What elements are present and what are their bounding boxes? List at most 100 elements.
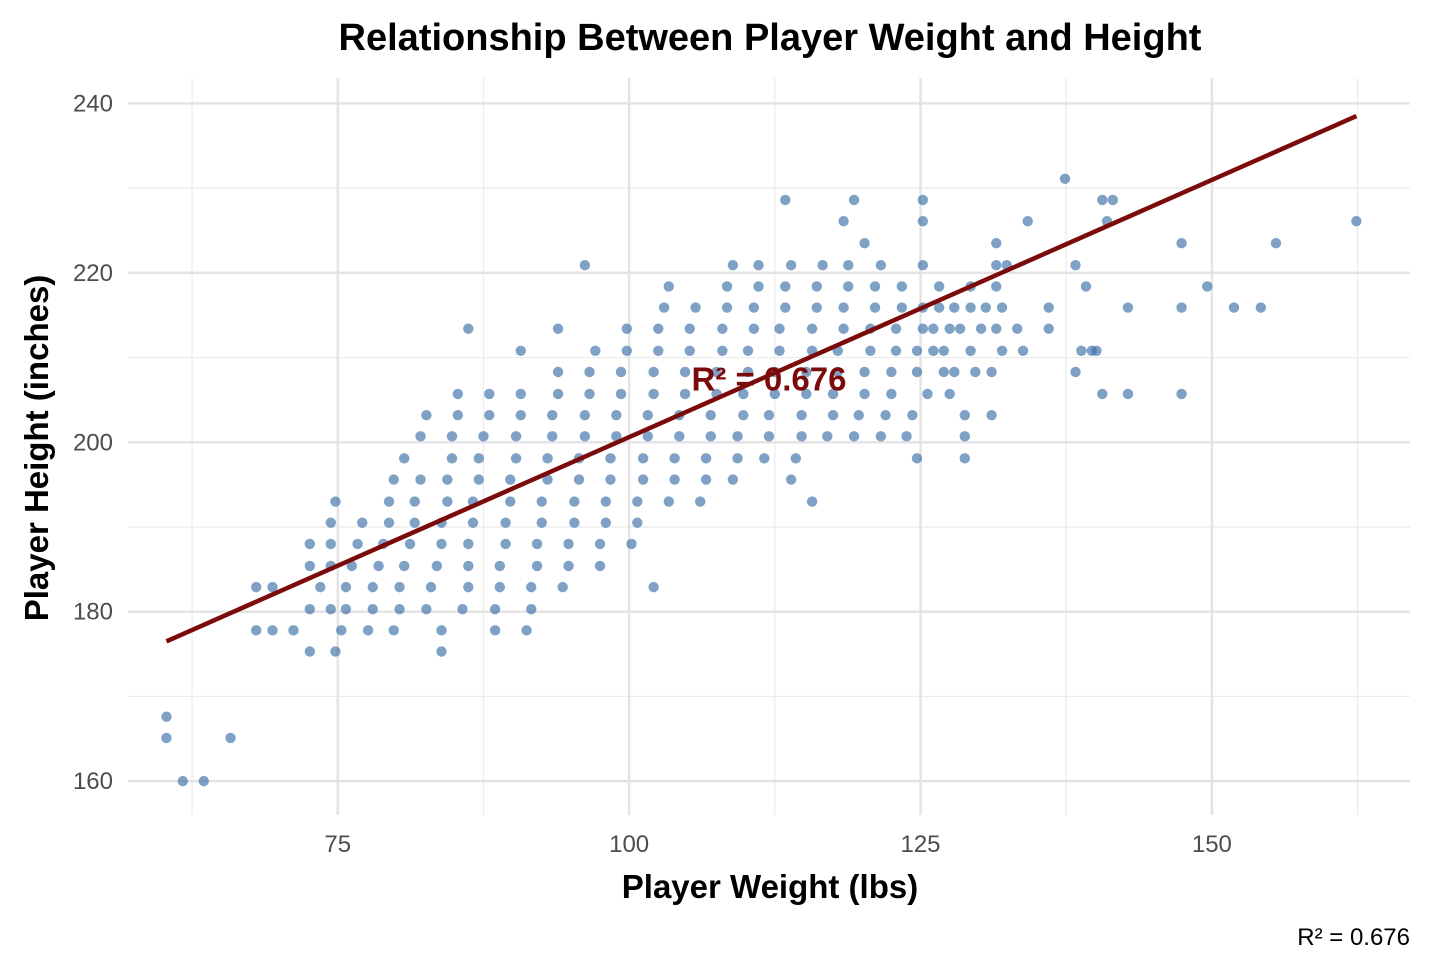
data-point — [785, 474, 797, 485]
data-point — [373, 560, 384, 572]
data-point — [1059, 173, 1071, 185]
data-point — [621, 345, 633, 356]
data-point — [832, 366, 843, 378]
data-point — [1228, 302, 1240, 313]
data-point — [542, 474, 553, 485]
data-point — [515, 345, 526, 356]
data-point — [980, 302, 991, 313]
data-point — [780, 302, 791, 313]
data-point — [526, 603, 537, 615]
data-point — [705, 409, 716, 421]
data-point — [304, 603, 316, 615]
data-point — [494, 581, 505, 593]
data-point — [970, 366, 981, 378]
data-point — [763, 409, 775, 421]
data-point — [738, 388, 749, 400]
data-point — [642, 431, 653, 442]
data-point — [859, 366, 870, 378]
chart-title: Relationship Between Player Weight and H… — [339, 17, 1202, 59]
data-point — [579, 409, 591, 421]
data-point — [801, 388, 812, 400]
data-point — [880, 409, 891, 421]
data-point — [367, 603, 378, 615]
data-point — [600, 496, 612, 507]
data-point — [896, 302, 908, 313]
data-point — [315, 581, 326, 593]
data-point — [330, 496, 341, 507]
data-point — [605, 474, 616, 485]
data-point — [288, 625, 299, 636]
data-point — [838, 323, 849, 334]
regression-line-group — [165, 114, 1358, 644]
data-point — [679, 366, 691, 378]
data-point — [325, 603, 336, 615]
data-point — [727, 474, 739, 485]
data-point — [949, 366, 960, 378]
data-point — [811, 281, 822, 292]
data-point — [563, 538, 574, 550]
data-point — [611, 409, 622, 421]
data-point — [569, 496, 580, 507]
data-point — [753, 281, 764, 292]
data-point — [177, 775, 188, 787]
data-point — [388, 474, 399, 485]
data-point — [717, 323, 728, 334]
data-point — [431, 560, 443, 572]
data-point — [669, 474, 680, 485]
data-point — [637, 474, 649, 485]
data-point — [584, 388, 595, 400]
data-point — [409, 517, 420, 528]
data-point — [991, 323, 1002, 334]
regression-line — [165, 114, 1358, 644]
data-point — [1097, 194, 1108, 206]
data-point — [991, 237, 1002, 249]
data-point — [991, 281, 1002, 292]
data-point — [632, 517, 643, 528]
data-point — [911, 366, 923, 378]
data-point — [669, 453, 680, 464]
data-point — [642, 409, 653, 421]
data-point — [917, 323, 929, 334]
data-point — [663, 496, 674, 507]
data-point — [346, 560, 357, 572]
data-point — [806, 496, 818, 507]
data-point — [352, 538, 363, 550]
data-point — [796, 409, 807, 421]
data-point — [896, 281, 908, 292]
data-point — [886, 366, 897, 378]
data-point — [1076, 345, 1087, 356]
data-point — [415, 431, 426, 442]
data-point — [457, 603, 468, 615]
data-point — [869, 281, 881, 292]
data-point — [917, 194, 929, 206]
data-point — [1176, 388, 1187, 400]
data-point — [573, 474, 585, 485]
data-point — [357, 517, 368, 528]
data-point — [1017, 345, 1029, 356]
data-point — [626, 538, 637, 550]
data-point — [579, 260, 591, 271]
data-point — [1270, 237, 1282, 249]
data-point — [1012, 323, 1023, 334]
data-point — [421, 409, 432, 421]
data-point — [838, 215, 849, 227]
data-point — [827, 388, 839, 400]
data-point — [515, 409, 526, 421]
data-point — [769, 388, 781, 400]
data-point — [1176, 302, 1187, 313]
data-point — [853, 409, 864, 421]
data-point — [1122, 388, 1134, 400]
data-point — [494, 560, 505, 572]
data-point — [859, 388, 870, 400]
data-point — [759, 453, 770, 464]
data-point — [632, 496, 643, 507]
data-point — [796, 431, 807, 442]
data-point — [436, 538, 447, 550]
data-point — [340, 581, 352, 593]
data-point — [790, 453, 802, 464]
data-point — [922, 388, 933, 400]
data-point — [267, 625, 278, 636]
data-point — [938, 366, 950, 378]
data-point — [996, 302, 1008, 313]
data-point — [594, 560, 606, 572]
